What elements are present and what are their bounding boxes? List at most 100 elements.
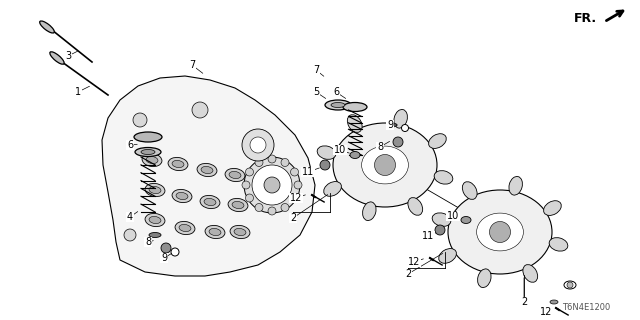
Circle shape: [401, 124, 408, 132]
Circle shape: [374, 155, 396, 175]
Text: 7: 7: [313, 65, 319, 75]
Circle shape: [435, 225, 445, 235]
Ellipse shape: [204, 198, 216, 205]
Text: 12: 12: [540, 307, 552, 317]
Ellipse shape: [145, 183, 165, 196]
Ellipse shape: [232, 201, 244, 209]
Text: 2: 2: [405, 269, 411, 279]
Ellipse shape: [134, 132, 162, 142]
Ellipse shape: [146, 156, 158, 164]
Ellipse shape: [350, 151, 360, 158]
Ellipse shape: [234, 228, 246, 236]
Text: 6: 6: [127, 140, 133, 150]
Ellipse shape: [331, 102, 345, 108]
Ellipse shape: [225, 168, 245, 181]
Ellipse shape: [149, 233, 161, 237]
Circle shape: [244, 157, 300, 213]
Ellipse shape: [429, 134, 446, 148]
Text: 8: 8: [145, 237, 151, 247]
Ellipse shape: [432, 213, 451, 226]
Circle shape: [192, 102, 208, 118]
Text: 5: 5: [313, 87, 319, 97]
Circle shape: [161, 243, 171, 253]
Ellipse shape: [362, 146, 408, 184]
Ellipse shape: [509, 176, 522, 195]
Circle shape: [133, 113, 147, 127]
Ellipse shape: [461, 217, 471, 223]
Circle shape: [291, 194, 298, 202]
Ellipse shape: [543, 201, 561, 215]
Text: 4: 4: [127, 212, 133, 222]
Text: 2: 2: [521, 297, 527, 307]
Ellipse shape: [142, 153, 162, 167]
Ellipse shape: [387, 123, 397, 127]
Circle shape: [246, 194, 253, 202]
Ellipse shape: [324, 181, 341, 196]
Ellipse shape: [477, 269, 491, 288]
Circle shape: [268, 155, 276, 163]
Text: 12: 12: [408, 257, 420, 267]
Circle shape: [252, 165, 292, 205]
Text: 6: 6: [333, 87, 339, 97]
Circle shape: [291, 168, 298, 176]
Ellipse shape: [205, 225, 225, 239]
Ellipse shape: [175, 221, 195, 235]
Text: 1: 1: [75, 87, 81, 97]
Circle shape: [393, 137, 403, 147]
Circle shape: [294, 181, 302, 189]
Ellipse shape: [408, 197, 422, 215]
Text: 11: 11: [422, 231, 434, 241]
Ellipse shape: [549, 238, 568, 251]
Circle shape: [567, 282, 573, 288]
Ellipse shape: [179, 224, 191, 232]
Ellipse shape: [434, 171, 453, 184]
Ellipse shape: [448, 190, 552, 274]
Ellipse shape: [564, 281, 576, 289]
Circle shape: [242, 129, 274, 161]
Text: 12: 12: [290, 193, 302, 203]
Ellipse shape: [176, 192, 188, 200]
Text: 3: 3: [65, 51, 71, 61]
Ellipse shape: [348, 115, 362, 132]
Text: 7: 7: [189, 60, 195, 70]
Text: 9: 9: [387, 120, 393, 130]
Circle shape: [242, 181, 250, 189]
Circle shape: [264, 177, 280, 193]
Ellipse shape: [209, 228, 221, 236]
Ellipse shape: [325, 100, 351, 110]
Text: FR.: FR.: [574, 12, 597, 25]
Ellipse shape: [550, 300, 558, 304]
Text: 9: 9: [161, 253, 167, 263]
Ellipse shape: [135, 148, 161, 156]
Ellipse shape: [168, 157, 188, 171]
Ellipse shape: [197, 164, 217, 177]
Ellipse shape: [40, 21, 54, 33]
Text: T6N4E1200: T6N4E1200: [562, 303, 611, 312]
Ellipse shape: [172, 160, 184, 168]
Text: 10: 10: [334, 145, 346, 155]
Ellipse shape: [438, 249, 456, 263]
Ellipse shape: [363, 202, 376, 220]
Ellipse shape: [145, 213, 165, 227]
Ellipse shape: [149, 187, 161, 194]
Ellipse shape: [394, 109, 408, 128]
Circle shape: [490, 221, 511, 243]
Ellipse shape: [230, 225, 250, 239]
Circle shape: [281, 204, 289, 212]
Ellipse shape: [523, 265, 538, 282]
Text: 11: 11: [302, 167, 314, 177]
Circle shape: [171, 248, 179, 256]
Ellipse shape: [343, 102, 367, 111]
Ellipse shape: [201, 166, 213, 173]
Polygon shape: [102, 76, 315, 276]
Ellipse shape: [200, 196, 220, 209]
Ellipse shape: [172, 189, 192, 203]
Ellipse shape: [229, 172, 241, 179]
Circle shape: [281, 158, 289, 166]
Text: 2: 2: [290, 213, 296, 223]
Circle shape: [320, 160, 330, 170]
Ellipse shape: [228, 198, 248, 212]
Text: 8: 8: [377, 142, 383, 152]
Ellipse shape: [477, 213, 524, 251]
Circle shape: [268, 207, 276, 215]
